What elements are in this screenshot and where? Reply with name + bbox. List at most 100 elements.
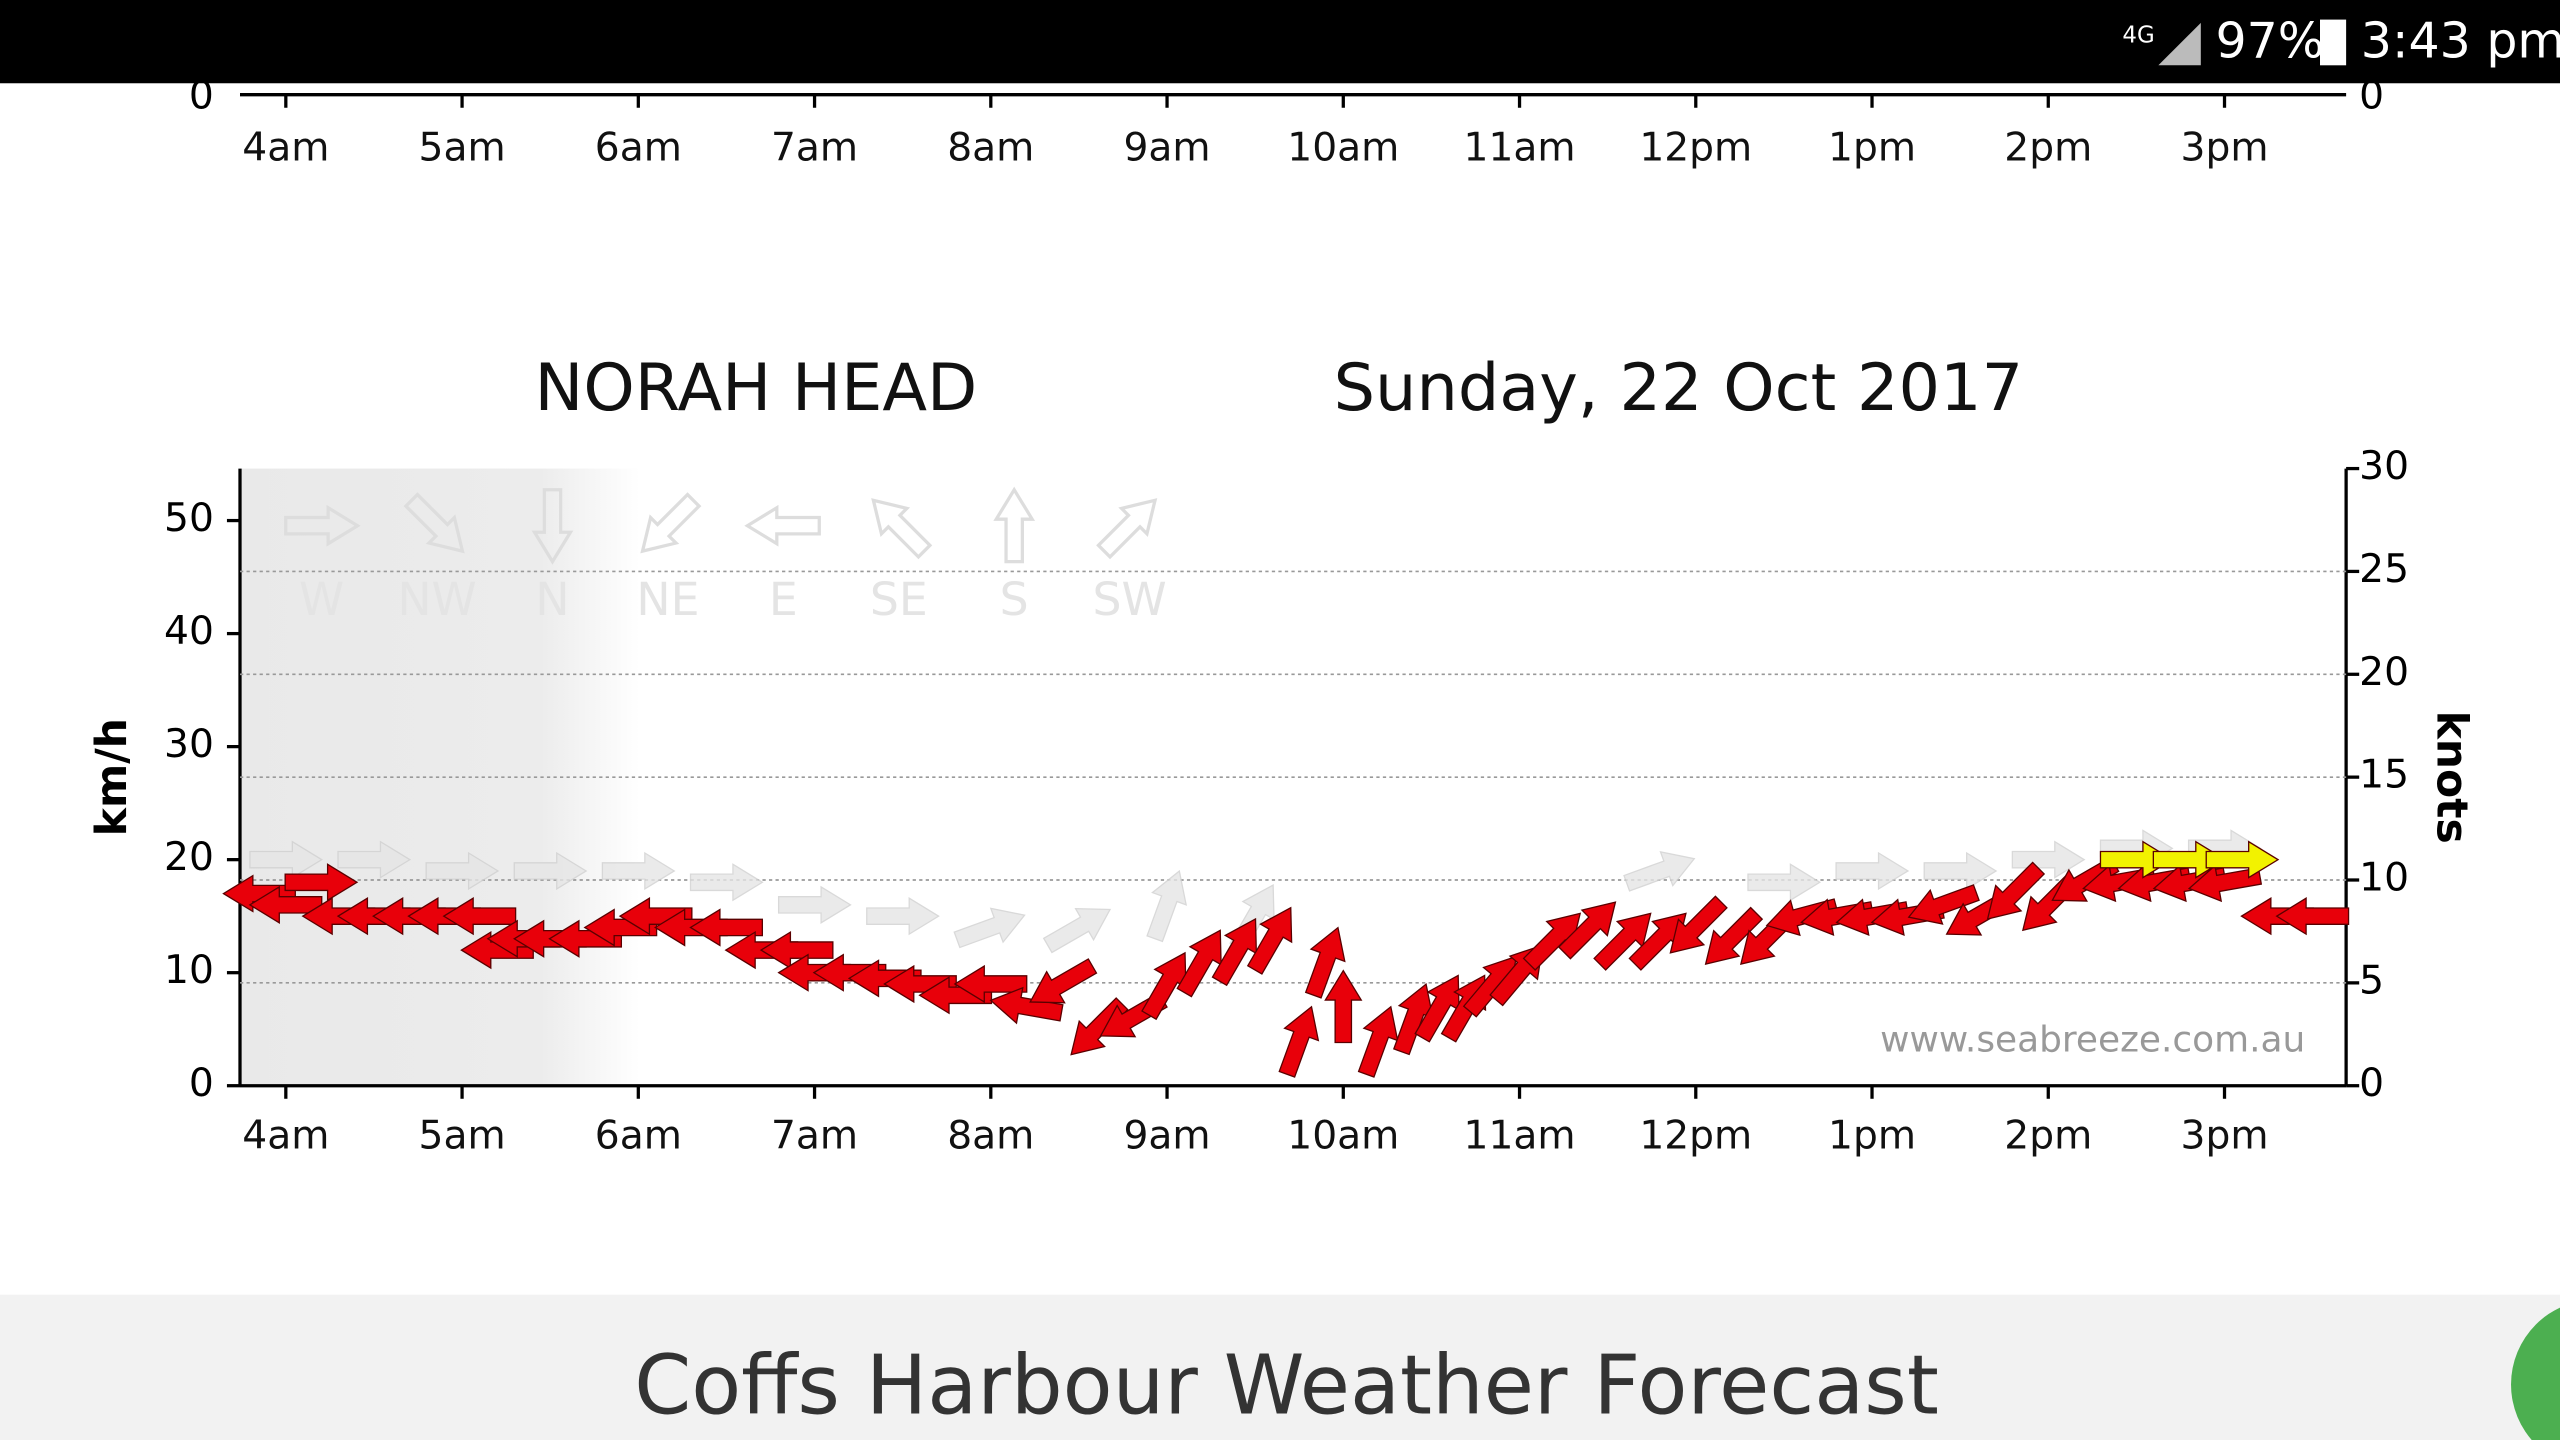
x-tick-label: 8am	[947, 126, 1034, 171]
legend-label: S	[1000, 573, 1029, 626]
y-axis-label: km/h	[88, 718, 137, 836]
x-tick-label: 10am	[1287, 126, 1399, 171]
wind-arrow	[689, 908, 764, 947]
signal-icon	[2158, 22, 2201, 66]
y2-tick-label: 15	[2359, 753, 2409, 798]
clock: 3:43 pm	[2361, 13, 2560, 70]
wind-arrow	[248, 885, 323, 924]
legend-arrow	[871, 498, 933, 560]
wind-arrow	[2275, 897, 2350, 936]
wind-arrow	[1304, 926, 1346, 999]
status-bar	[0, 0, 2560, 84]
y2-tick-label: 25	[2359, 547, 2409, 592]
legend-arrow	[531, 488, 574, 565]
wind-arrow	[1324, 969, 1363, 1044]
y-tick-label: 50	[164, 496, 214, 541]
x-tick-label: 6am	[595, 1113, 682, 1158]
legend-label: SW	[1093, 573, 1167, 626]
x-tick-label: 3pm	[2181, 1113, 2269, 1158]
y2-tick-label: 20	[2359, 650, 2409, 695]
battery-icon	[2320, 19, 2347, 66]
wind-arrow	[2011, 840, 2086, 879]
wind-arrow	[1357, 1005, 1399, 1078]
legend-arrow	[744, 504, 821, 547]
wind-arrow	[1029, 958, 1098, 1004]
wind-arrow	[689, 863, 764, 902]
x-tick-label: 1pm	[1828, 1113, 1916, 1158]
x-tick-label: 7am	[771, 126, 858, 171]
footer-title: Coffs Harbour Weather Forecast	[634, 1338, 1939, 1433]
y-tick-label: 40	[164, 609, 214, 654]
x-tick-label: 12pm	[1639, 1113, 1752, 1158]
legend-label: NW	[397, 573, 476, 626]
legend-label: E	[769, 573, 798, 626]
wind-arrow	[1835, 851, 1910, 891]
legend-arrow	[1096, 498, 1158, 560]
x-tick-label: 4am	[242, 1113, 329, 1158]
wind-arrow	[1623, 850, 1696, 892]
wind-arrow	[1146, 869, 1188, 943]
wind-arrow	[284, 863, 359, 902]
wind-arrow	[1593, 912, 1652, 971]
battery-level: 97%	[2216, 13, 2325, 70]
x-tick-label: 2pm	[2004, 1113, 2092, 1158]
x-tick-label: 12pm	[1639, 126, 1752, 171]
wind-arrow	[953, 964, 1028, 1004]
y2-tick-label: 0	[2359, 1061, 2384, 1106]
y-tick-label: 0	[189, 1061, 214, 1106]
y-tick-label: 0	[189, 73, 214, 118]
x-tick-label: 5am	[419, 1113, 506, 1158]
y-tick-label: 10	[164, 948, 214, 993]
network: 4G	[2122, 22, 2154, 48]
y2-axis-label: knots	[2426, 711, 2475, 844]
x-tick-label: 11am	[1464, 126, 1576, 171]
x-tick-label: 7am	[771, 1113, 858, 1158]
wind-arrow	[1669, 895, 1728, 954]
wind-arrow	[1278, 1005, 1320, 1078]
legend-label: W	[299, 573, 344, 626]
wind-arrow	[337, 840, 412, 879]
x-tick-label: 11am	[1464, 1113, 1576, 1158]
legend-arrow	[284, 504, 361, 547]
legend-label: N	[535, 573, 569, 626]
wind-arrow	[1747, 863, 1822, 902]
chart-title: NORAH HEAD	[535, 350, 978, 426]
wind-arrow	[1392, 982, 1434, 1056]
wind-arrow	[618, 897, 693, 936]
wind-arrow	[989, 986, 1064, 1025]
legend-arrow	[993, 486, 1036, 564]
wind-arrow	[2152, 840, 2227, 879]
x-tick-label: 9am	[1123, 1113, 1210, 1158]
wind-arrow	[513, 851, 588, 891]
x-tick-label: 3pm	[2181, 126, 2269, 171]
y2-tick-label: 30	[2359, 444, 2409, 489]
wind-arrow	[1704, 906, 1764, 966]
x-tick-label: 2pm	[2004, 126, 2092, 171]
x-tick-label: 10am	[1287, 1113, 1399, 1158]
x-tick-label: 1pm	[1828, 126, 1916, 171]
wind-arrow	[777, 885, 852, 924]
wind-arrow	[601, 851, 676, 891]
y-tick-label: 20	[164, 835, 214, 880]
x-tick-label: 4am	[242, 126, 329, 171]
footer-bar	[0, 1294, 2560, 1440]
wind-arrow	[1176, 929, 1222, 998]
legend-label: NE	[636, 573, 699, 626]
wind-arrow	[2099, 840, 2174, 879]
wind-arrow	[953, 907, 1026, 949]
wind-arrow	[249, 840, 323, 879]
wind-arrow	[883, 964, 957, 1004]
wind-arrow	[1986, 861, 2046, 920]
x-tick-label: 9am	[1123, 126, 1210, 171]
fab-button[interactable]	[2511, 1300, 2560, 1440]
wind-arrow	[1907, 884, 1980, 925]
x-tick-label: 6am	[595, 126, 682, 171]
wind-arrow	[425, 851, 500, 891]
wind-arrow	[759, 930, 834, 970]
y2-tick-label: 5	[2359, 958, 2384, 1003]
watermark: www.seabreeze.com.au	[1880, 1020, 2305, 1061]
wind-arrow	[1557, 901, 1617, 960]
wind-arrow	[1211, 917, 1258, 987]
